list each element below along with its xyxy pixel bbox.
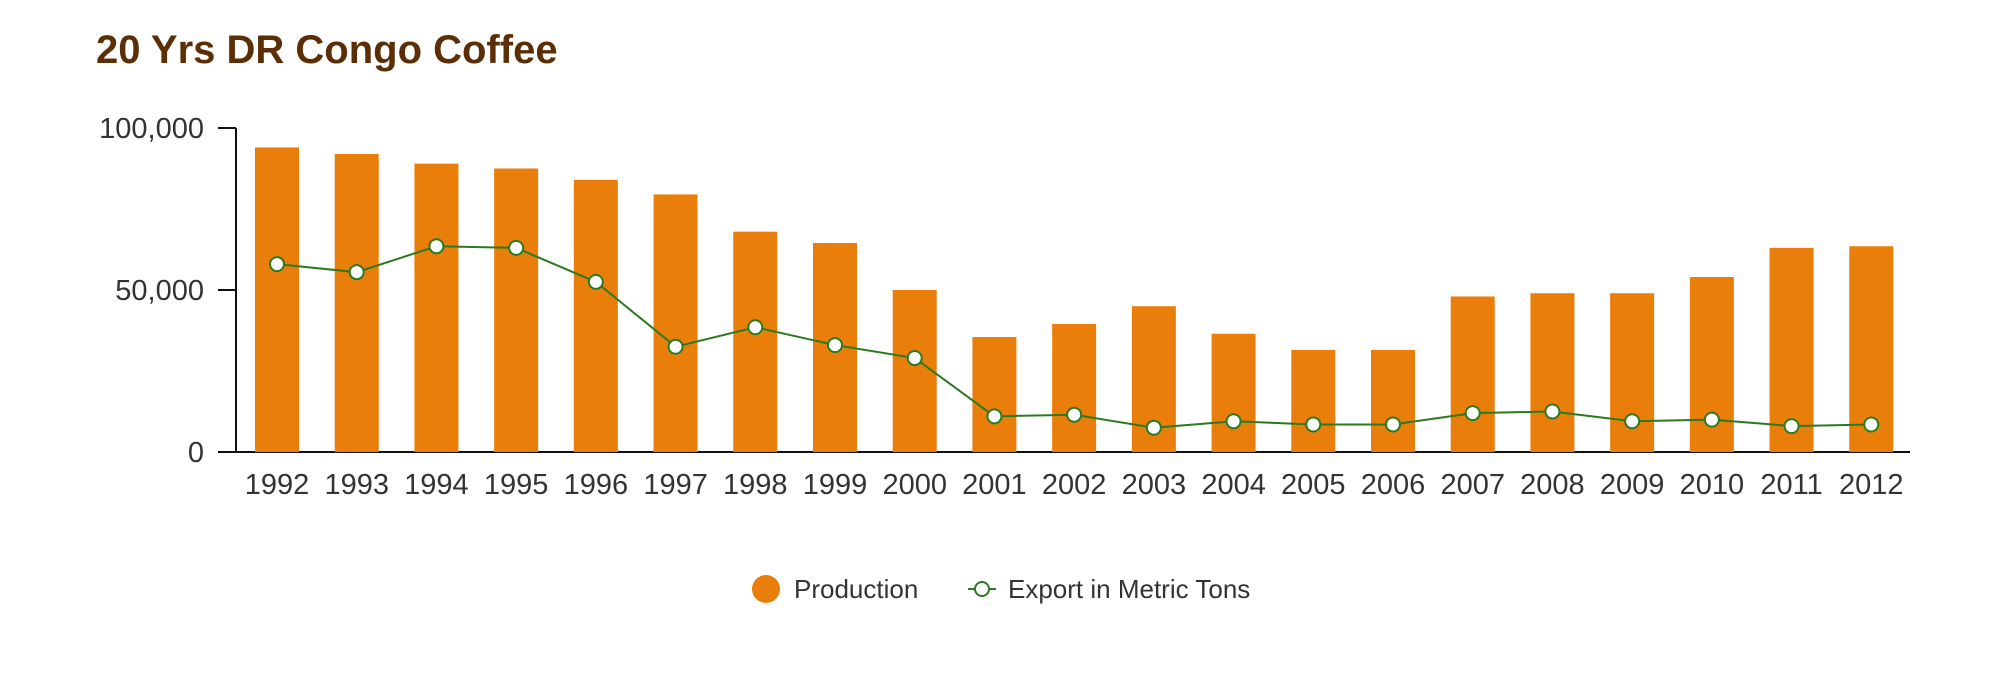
legend-production-swatch <box>752 575 780 603</box>
x-tick-label: 2003 <box>1122 469 1187 501</box>
production-bar <box>1371 349 1415 452</box>
x-tick-label: 2012 <box>1839 469 1904 501</box>
production-bar <box>414 163 459 452</box>
legend-export-label: Export in Metric Tons <box>1008 574 1250 604</box>
x-tick-label: 2002 <box>1042 469 1107 501</box>
x-tick-label: 1997 <box>643 469 708 501</box>
export-point <box>1225 413 1242 430</box>
production-bar <box>255 147 299 452</box>
x-tick-label: 2006 <box>1361 469 1426 501</box>
x-tick-label: 1994 <box>404 469 469 501</box>
export-point <box>269 256 285 273</box>
export-point <box>1703 411 1720 428</box>
export-point <box>508 239 525 256</box>
production-bar <box>334 153 379 453</box>
export-point <box>1385 416 1401 433</box>
export-point <box>667 338 684 355</box>
production-bar <box>573 179 618 452</box>
x-tick-label: 2007 <box>1440 469 1505 501</box>
x-tick-label: 1993 <box>324 469 389 501</box>
export-point <box>906 350 923 367</box>
export-point <box>428 238 445 255</box>
export-point <box>1305 416 1322 433</box>
x-tick-label: 1992 <box>245 469 310 501</box>
x-tick-label: 2005 <box>1281 469 1346 501</box>
export-point <box>1544 403 1561 420</box>
x-tick-label: 2009 <box>1600 469 1665 501</box>
x-axis: 1992 1993 1994 1995 1996 1997 1998 1999 2000 2001… <box>236 451 1910 501</box>
y-tick-label: 0 <box>188 437 204 469</box>
export-point <box>1783 418 1800 435</box>
x-tick-label: 2010 <box>1680 469 1745 501</box>
export-point <box>348 264 365 281</box>
production-bars <box>255 147 1894 453</box>
export-point <box>1464 405 1481 422</box>
x-tick-label: 1999 <box>803 469 868 501</box>
production-bar <box>1211 333 1256 452</box>
x-tick-label: 1996 <box>564 469 629 501</box>
production-bar <box>1769 247 1814 452</box>
x-tick-label: 2001 <box>962 469 1027 501</box>
x-tick-label: 2000 <box>882 469 947 501</box>
y-tick-label: 50,000 <box>115 275 204 307</box>
production-bar <box>972 336 1017 452</box>
export-point <box>1066 406 1083 423</box>
x-tick-label: 1995 <box>484 469 549 501</box>
production-bar <box>1530 293 1575 452</box>
export-point <box>1624 413 1641 430</box>
export-point <box>1863 416 1880 433</box>
x-tick-label: 2008 <box>1520 469 1585 501</box>
export-point <box>827 337 843 354</box>
production-bar <box>494 168 539 452</box>
production-bar <box>1052 324 1097 452</box>
y-tick-label: 100,000 <box>99 113 204 145</box>
y-axis: 0 50,000 100,000 <box>99 113 237 469</box>
x-tick-label: 1998 <box>723 469 788 501</box>
export-point <box>986 408 1003 425</box>
x-tick-label: 2004 <box>1201 469 1266 501</box>
export-point <box>747 319 764 336</box>
export-line-series <box>269 238 1880 436</box>
production-bar <box>653 194 698 453</box>
chart-title: 20 Yrs DR Congo Coffee <box>96 28 558 72</box>
production-bar <box>733 231 778 452</box>
production-bar <box>1291 349 1336 452</box>
legend-production-label: Production <box>794 574 918 604</box>
export-point <box>1145 419 1162 436</box>
legend: Production Export in Metric Tons <box>752 574 1250 604</box>
x-tick-label: 2011 <box>1760 469 1822 501</box>
legend-export-marker <box>974 581 990 597</box>
production-bar <box>892 290 937 452</box>
export-point <box>587 273 604 290</box>
production-bar <box>1450 296 1495 452</box>
